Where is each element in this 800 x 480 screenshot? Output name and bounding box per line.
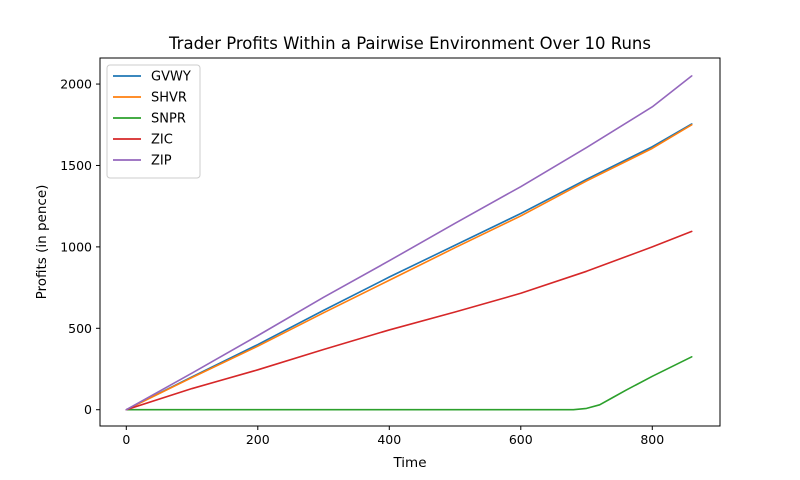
series-line-shvr	[125, 123, 693, 411]
x-tick-label: 0	[122, 432, 130, 447]
legend: GVWY SHVR SNPR ZIC ZIP	[106, 64, 201, 179]
series-layer	[125, 75, 693, 411]
axes-layer: 0 200 400 600 800 0 500 1000 1500 2000	[60, 77, 664, 447]
legend-label-snpr: SNPR	[151, 112, 186, 127]
x-tick-label: 400	[377, 432, 401, 447]
x-axis-label: Time	[392, 455, 426, 471]
y-tick-label: 1000	[60, 239, 92, 254]
x-tick-label: 600	[509, 432, 533, 447]
y-tick-label: 0	[84, 402, 92, 417]
x-tick-label: 200	[246, 432, 270, 447]
series-line-zip	[125, 75, 693, 411]
chart-title: Trader Profits Within a Pairwise Environ…	[168, 34, 651, 53]
series-line-snpr	[125, 355, 693, 411]
y-tick-label: 1500	[60, 158, 92, 173]
y-tick-label: 500	[68, 321, 92, 336]
plot-area-frame	[99, 57, 721, 427]
x-tick-label: 800	[640, 432, 664, 447]
y-axis-label: Profits (in pence)	[34, 185, 50, 300]
y-tick-label: 2000	[60, 77, 92, 92]
series-line-zic	[125, 230, 693, 411]
legend-box	[106, 64, 201, 179]
legend-label-gvwy: GVWY	[151, 70, 191, 85]
legend-label-shvr: SHVR	[151, 91, 187, 106]
legend-label-zip: ZIP	[151, 154, 172, 169]
legend-label-zic: ZIC	[151, 133, 173, 148]
series-line-gvwy	[125, 123, 693, 411]
